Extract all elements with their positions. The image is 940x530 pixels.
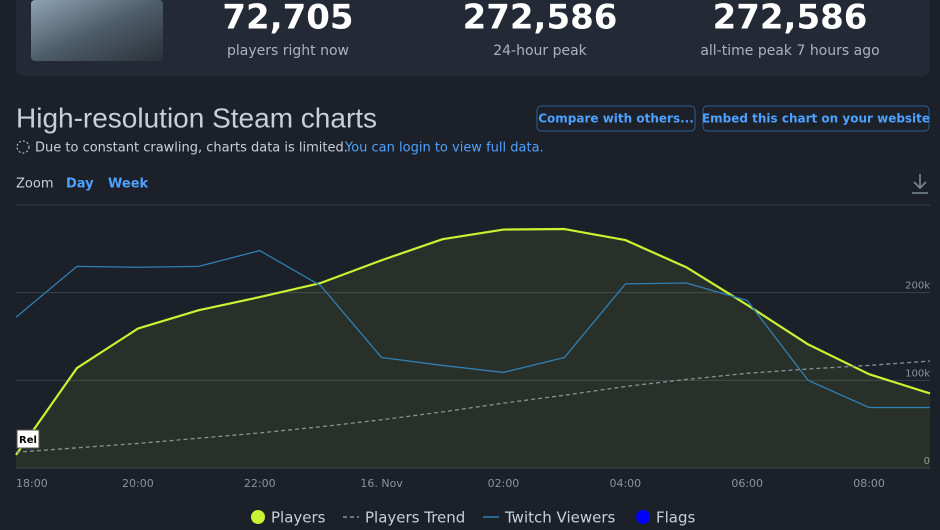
- legend-swatch: [251, 510, 265, 524]
- compare-button[interactable]: [536, 105, 696, 132]
- x-tick-label: 08:00: [853, 477, 885, 490]
- x-tick-label: 06:00: [731, 477, 763, 490]
- x-tick-label: 04:00: [609, 477, 641, 490]
- stat-label: players right now: [227, 43, 349, 59]
- legend-label[interactable]: Twitch Viewers: [504, 509, 616, 527]
- y-tick-label: 200k: [905, 281, 930, 292]
- y-tick-label: 100k: [905, 368, 930, 379]
- zoom-label: Zoom: [16, 177, 53, 192]
- y-tick-label: 0: [924, 456, 930, 467]
- compare-button-label[interactable]: Compare with others...: [538, 112, 694, 126]
- legend-label[interactable]: Flags: [656, 509, 696, 527]
- line: [15, 249, 930, 409]
- embed-button-label[interactable]: Embed this chart on your website: [702, 112, 930, 126]
- flag: [16, 429, 40, 449]
- flag-label: Rel: [19, 435, 37, 446]
- download-icon[interactable]: [912, 174, 928, 194]
- stat-value: 272,586: [463, 0, 618, 38]
- stat-value: 272,586: [713, 0, 868, 38]
- area: [16, 229, 930, 468]
- line: [15, 227, 931, 456]
- section-title: High-resolution Steam charts: [16, 102, 377, 133]
- zoom-day[interactable]: Day: [66, 177, 94, 192]
- x-tick-label: 22:00: [244, 477, 276, 490]
- embed-button[interactable]: [702, 105, 930, 132]
- stats-panel: [16, 0, 930, 76]
- line: [15, 360, 931, 453]
- x-tick-label: 02:00: [488, 477, 520, 490]
- notice-icon: [16, 140, 30, 154]
- notice: Due to constant crawling, charts data is…: [35, 141, 348, 156]
- stat-label: 24-hour peak: [493, 43, 587, 59]
- x-tick-label: 16. Nov: [360, 477, 403, 490]
- x-tick-label: 18:00: [16, 477, 48, 490]
- stat-label: all-time peak 7 hours ago: [700, 43, 879, 59]
- legend-swatch: [636, 510, 650, 524]
- legend-label[interactable]: Players Trend: [365, 509, 465, 527]
- x-tick-label: 20:00: [122, 477, 154, 490]
- stat-value: 72,705: [222, 0, 353, 38]
- zoom-week[interactable]: Week: [108, 177, 149, 192]
- login-link[interactable]: You can login to view full data.: [344, 141, 544, 156]
- game-thumbnail: [31, 0, 163, 61]
- legend-label[interactable]: Players: [271, 509, 326, 527]
